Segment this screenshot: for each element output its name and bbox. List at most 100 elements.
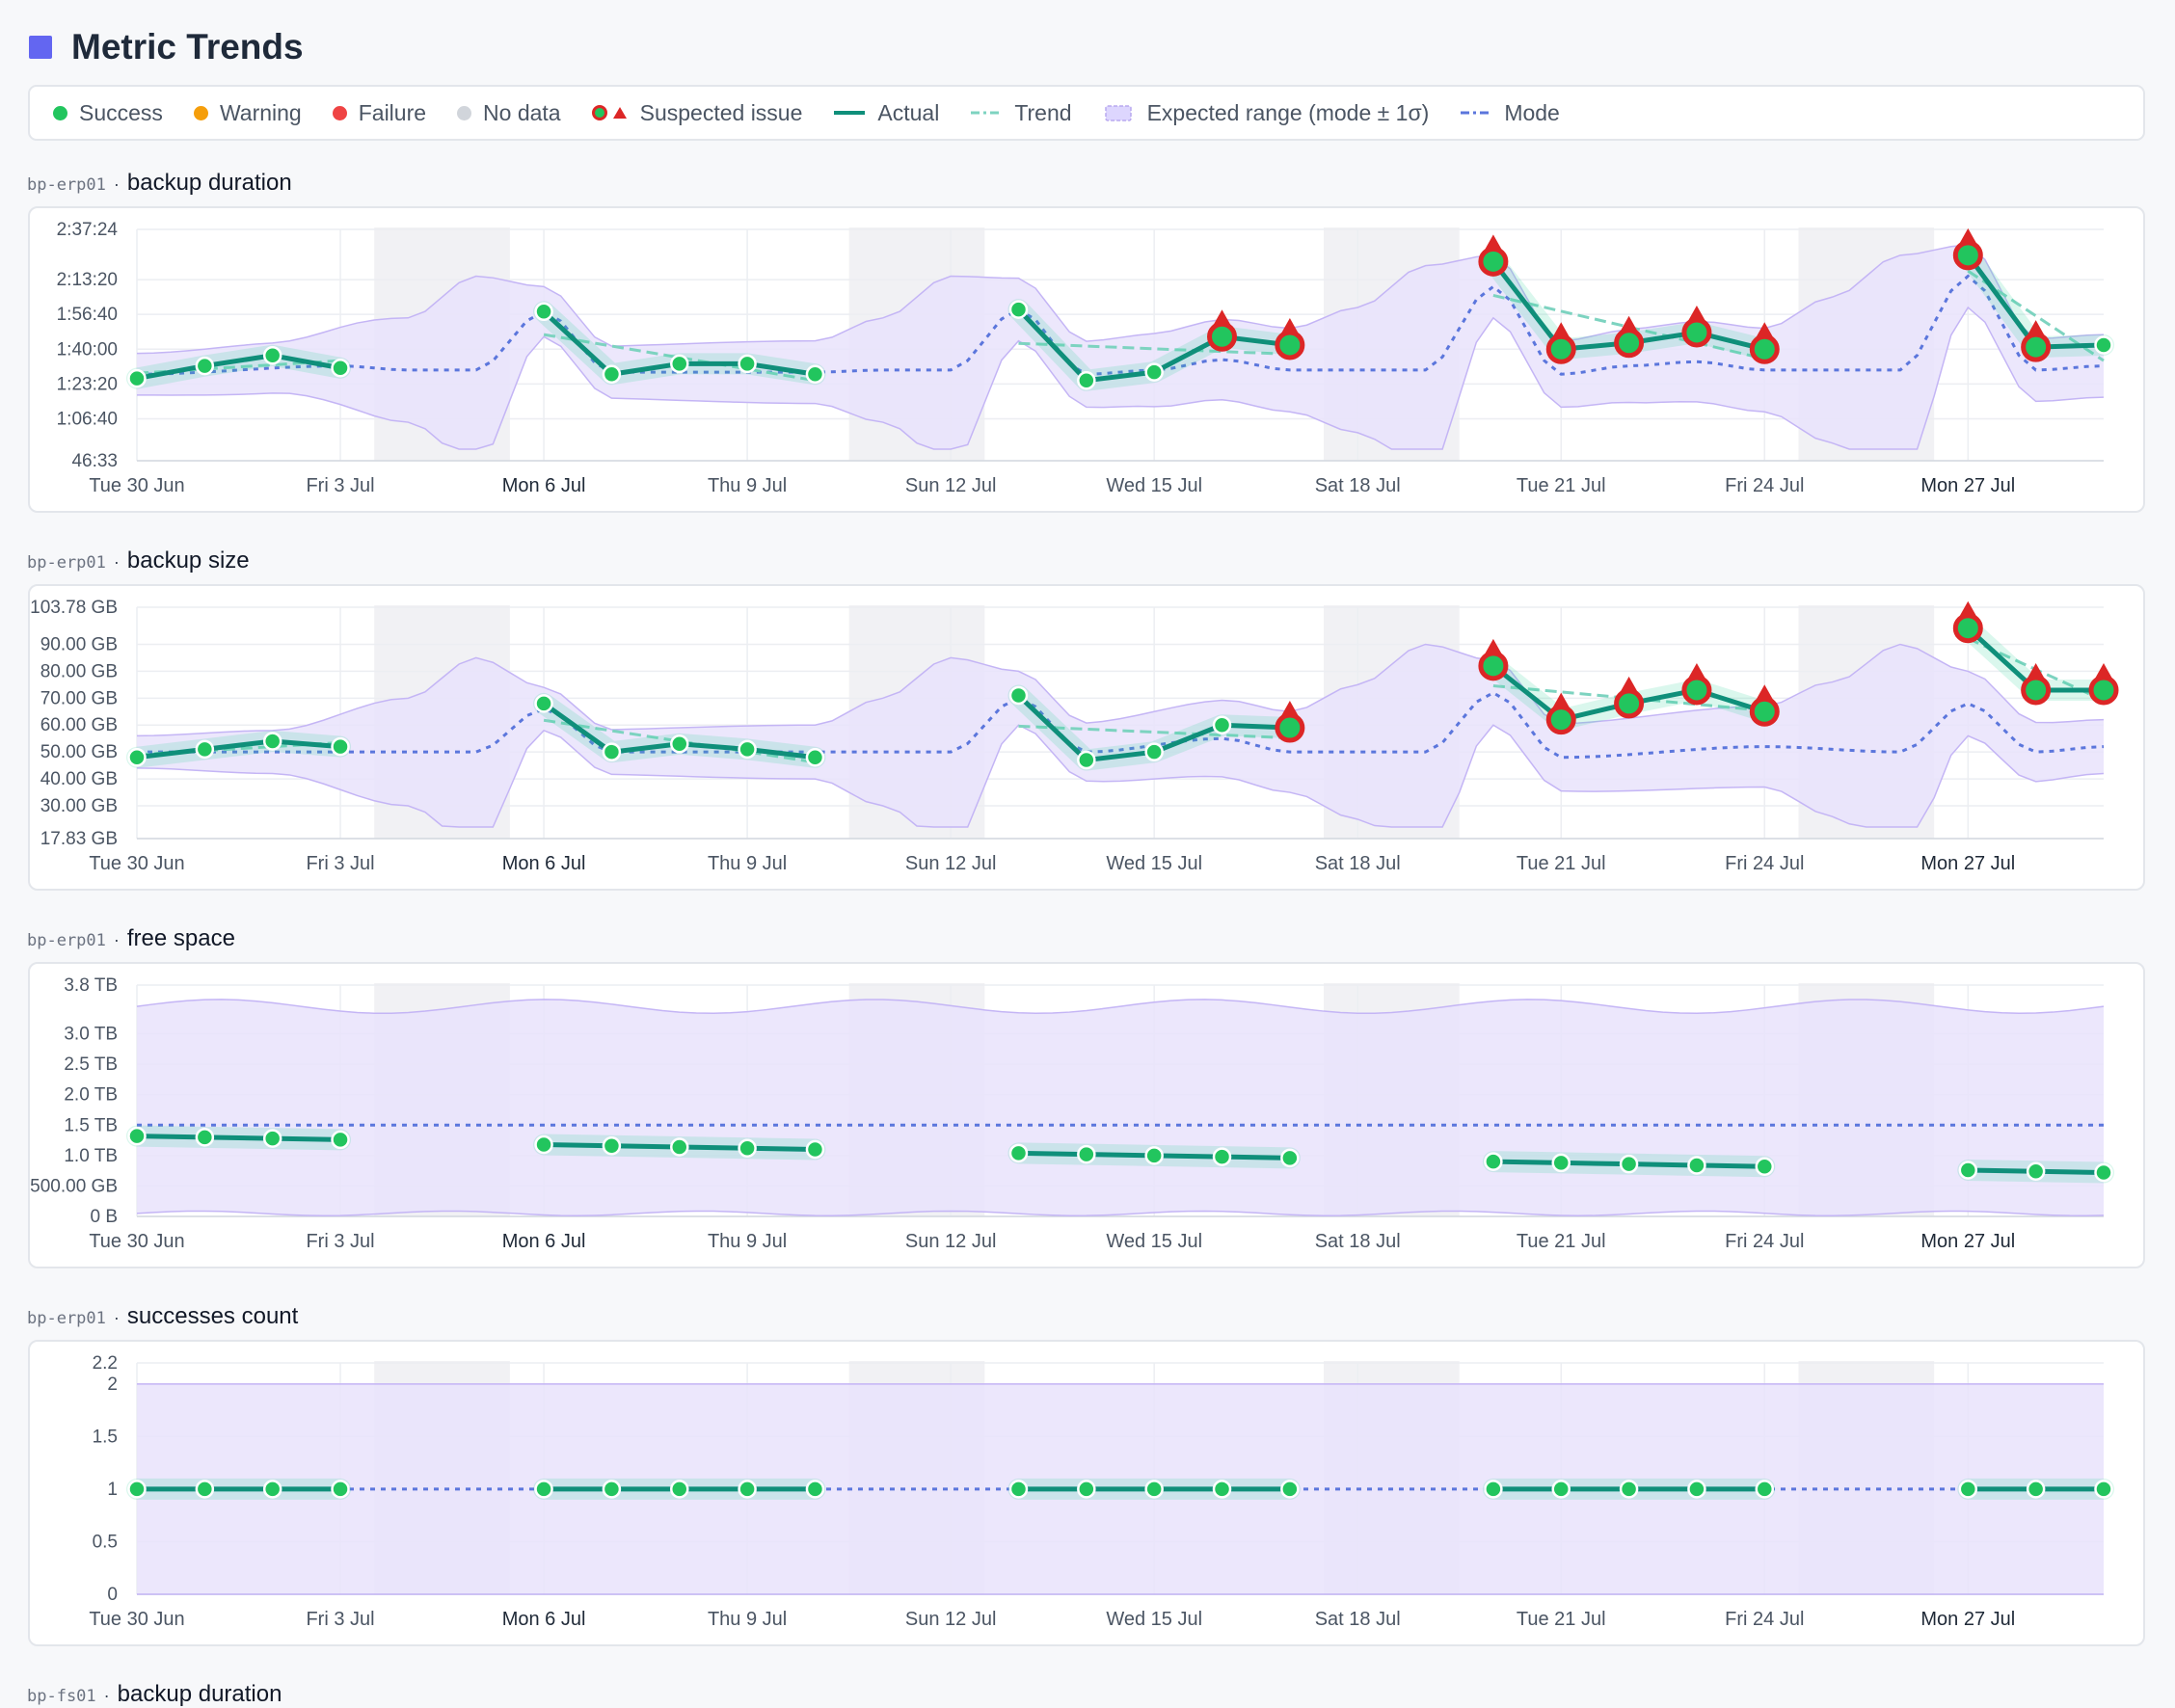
data-point[interactable] — [2094, 335, 2113, 355]
suspect-marker-icon[interactable] — [2027, 662, 2045, 679]
data-point[interactable] — [534, 1480, 553, 1499]
data-point[interactable] — [1687, 1156, 1706, 1175]
data-point[interactable] — [1144, 1146, 1164, 1165]
data-point[interactable] — [331, 1130, 350, 1150]
data-point-suspect[interactable] — [1681, 317, 1712, 348]
data-point[interactable] — [1077, 1144, 1096, 1164]
data-point-suspect[interactable] — [1478, 651, 1509, 681]
data-point[interactable] — [1484, 1480, 1503, 1499]
data-point-suspect[interactable] — [1545, 334, 1576, 364]
data-point-suspect[interactable] — [1952, 240, 1983, 271]
data-point[interactable] — [1755, 1157, 1775, 1176]
suspect-marker-icon[interactable] — [1552, 322, 1571, 338]
data-point[interactable] — [331, 736, 350, 757]
data-point[interactable] — [1212, 715, 1232, 734]
suspect-marker-icon[interactable] — [1484, 638, 1502, 654]
data-point[interactable] — [262, 1129, 282, 1148]
data-point[interactable] — [1008, 300, 1029, 319]
data-point[interactable] — [1077, 750, 1096, 770]
suspect-marker-icon[interactable] — [2027, 320, 2045, 336]
data-point[interactable] — [1212, 1480, 1232, 1499]
data-point[interactable] — [738, 739, 757, 760]
suspect-marker-icon[interactable] — [1280, 317, 1299, 334]
data-point[interactable] — [805, 364, 825, 385]
data-point[interactable] — [1619, 1154, 1639, 1174]
suspect-marker-icon[interactable] — [1280, 701, 1299, 717]
data-point[interactable] — [1144, 1480, 1164, 1499]
data-point-suspect[interactable] — [1614, 688, 1645, 719]
data-point[interactable] — [602, 1135, 622, 1156]
suspect-marker-icon[interactable] — [1620, 315, 1638, 332]
suspect-marker-icon[interactable] — [1620, 676, 1638, 692]
data-point-suspect[interactable] — [1275, 330, 1305, 360]
data-point[interactable] — [670, 1137, 689, 1157]
data-point-suspect[interactable] — [1545, 705, 1576, 735]
data-point[interactable] — [670, 734, 689, 754]
data-point[interactable] — [1958, 1480, 1978, 1499]
data-point[interactable] — [262, 346, 282, 365]
data-point-suspect[interactable] — [1207, 321, 1238, 352]
suspect-marker-icon[interactable] — [1959, 600, 1977, 617]
suspect-marker-icon[interactable] — [1687, 305, 1705, 321]
data-point[interactable] — [195, 1128, 215, 1147]
data-point[interactable] — [602, 742, 622, 761]
data-point[interactable] — [534, 694, 553, 713]
data-point[interactable] — [738, 1480, 757, 1499]
data-point[interactable] — [1008, 1480, 1029, 1499]
data-point[interactable] — [331, 359, 350, 378]
data-point[interactable] — [670, 1480, 689, 1499]
data-point[interactable] — [1958, 1161, 1978, 1180]
data-point[interactable] — [1619, 1480, 1639, 1499]
data-point[interactable] — [262, 1480, 282, 1499]
data-point[interactable] — [602, 1480, 622, 1499]
suspect-marker-icon[interactable] — [1959, 227, 1977, 244]
suspect-marker-icon[interactable] — [1213, 309, 1231, 326]
data-point-suspect[interactable] — [1952, 613, 1983, 644]
suspect-marker-icon[interactable] — [1756, 684, 1774, 701]
data-point[interactable] — [1144, 742, 1164, 761]
data-point[interactable] — [805, 748, 825, 767]
suspect-marker-icon[interactable] — [1552, 692, 1571, 708]
data-point[interactable] — [1144, 362, 1164, 382]
data-point[interactable] — [602, 364, 622, 385]
data-point-suspect[interactable] — [1681, 675, 1712, 706]
suspect-marker-icon[interactable] — [1687, 662, 1705, 679]
data-point[interactable] — [1484, 1152, 1503, 1171]
data-point[interactable] — [1755, 1480, 1775, 1499]
data-point[interactable] — [1008, 685, 1029, 706]
suspect-marker-icon[interactable] — [1756, 322, 1774, 338]
data-point[interactable] — [805, 1480, 825, 1499]
data-point[interactable] — [2094, 1162, 2113, 1183]
data-point[interactable] — [805, 1139, 825, 1160]
data-point[interactable] — [534, 1134, 553, 1155]
data-point-suspect[interactable] — [2088, 675, 2119, 706]
data-point-suspect[interactable] — [1749, 334, 1780, 364]
data-point[interactable] — [127, 1126, 147, 1146]
data-point[interactable] — [1077, 371, 1096, 390]
data-point[interactable] — [195, 356, 215, 376]
data-point[interactable] — [1212, 1147, 1232, 1166]
suspect-marker-icon[interactable] — [2095, 662, 2112, 679]
data-point-suspect[interactable] — [1478, 246, 1509, 277]
data-point[interactable] — [195, 739, 215, 760]
data-point[interactable] — [1008, 1143, 1029, 1163]
data-point[interactable] — [1077, 1480, 1096, 1499]
data-point[interactable] — [127, 748, 147, 767]
data-point[interactable] — [1280, 1148, 1300, 1168]
data-point[interactable] — [195, 1480, 215, 1499]
data-point-suspect[interactable] — [1614, 328, 1645, 359]
data-point-suspect[interactable] — [1749, 696, 1780, 727]
data-point[interactable] — [738, 1138, 757, 1159]
data-point-suspect[interactable] — [2021, 675, 2052, 706]
data-point[interactable] — [2026, 1480, 2046, 1499]
data-point[interactable] — [127, 368, 147, 388]
data-point[interactable] — [1551, 1153, 1571, 1173]
data-point[interactable] — [262, 732, 282, 751]
data-point[interactable] — [1280, 1480, 1300, 1499]
data-point[interactable] — [331, 1480, 350, 1499]
data-point[interactable] — [534, 302, 553, 322]
data-point[interactable] — [670, 354, 689, 374]
data-point-suspect[interactable] — [2021, 332, 2052, 362]
suspect-marker-icon[interactable] — [1484, 234, 1502, 251]
data-point[interactable] — [127, 1480, 147, 1499]
